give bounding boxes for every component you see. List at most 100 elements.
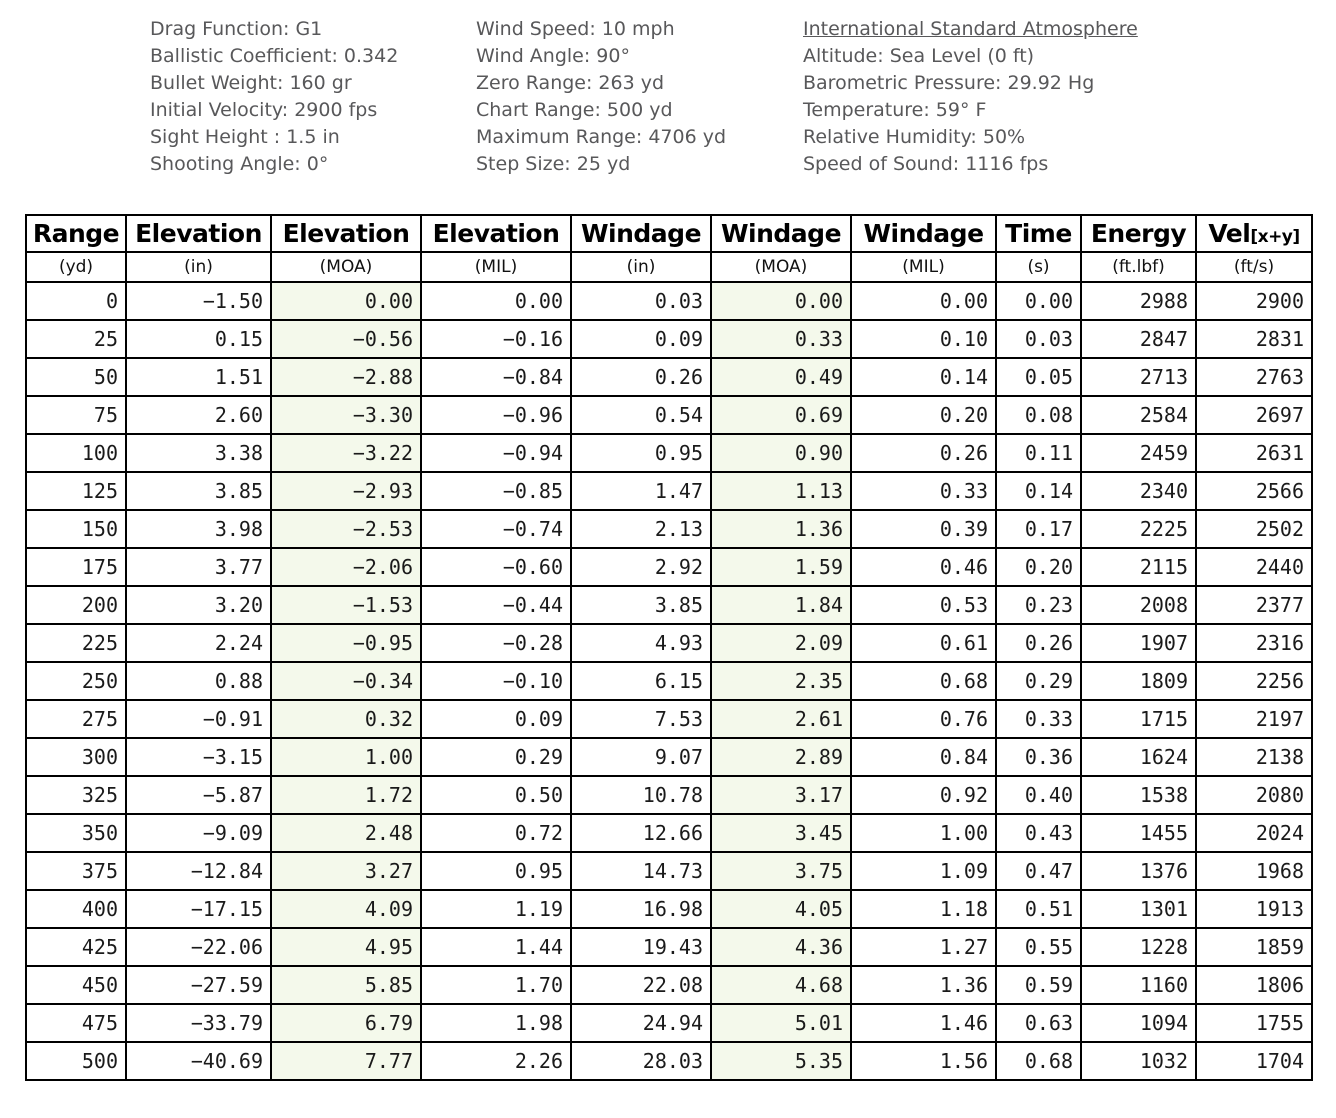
cell-energy: 1376 [1080, 851, 1197, 891]
cell-windage-moa: 1.59 [710, 547, 852, 587]
cell-time: 0.14 [995, 471, 1082, 511]
cell-elevation-moa: 7.77 [270, 1041, 422, 1081]
cell-windage-moa: 4.36 [710, 927, 852, 967]
info-line: Drag Function: G1 [150, 18, 323, 40]
column-header-elevation-mil: Elevation [420, 214, 572, 253]
cell-windage-in: 24.94 [570, 1003, 712, 1043]
cell-elevation-in: 0.88 [125, 661, 272, 701]
cell-windage-moa: 5.35 [710, 1041, 852, 1081]
table-row: 375 −12.84 3.27 0.95 14.73 3.75 1.09 0.47 1376 19… [25, 851, 1313, 891]
cell-elevation-mil: −0.85 [420, 471, 572, 511]
cell-energy: 2340 [1080, 471, 1197, 511]
cell-windage-in: 22.08 [570, 965, 712, 1005]
cell-windage-in: 14.73 [570, 851, 712, 891]
cell-elevation-mil: 0.29 [420, 737, 572, 777]
cell-velocity: 2631 [1195, 433, 1313, 473]
cell-windage-moa: 4.68 [710, 965, 852, 1005]
cell-energy: 1301 [1080, 889, 1197, 929]
column-unit-elevation-mil: (MIL) [420, 251, 572, 283]
cell-elevation-in: −3.15 [125, 737, 272, 777]
column-unit-velocity: (ft/s) [1195, 251, 1313, 283]
cell-elevation-in: −9.09 [125, 813, 272, 853]
cell-elevation-mil: −0.74 [420, 509, 572, 549]
cell-elevation-moa: −2.06 [270, 547, 422, 587]
cell-elevation-mil: −0.28 [420, 623, 572, 663]
atmosphere-parameters-column: International Standard Atmosphere Altitud… [803, 16, 1138, 178]
cell-windage-mil: 0.26 [850, 433, 997, 473]
cell-elevation-mil: 0.00 [420, 281, 572, 321]
info-line: Maximum Range: 4706 yd [476, 126, 727, 148]
cell-elevation-mil: 2.26 [420, 1041, 572, 1081]
cell-windage-mil: 0.53 [850, 585, 997, 625]
cell-windage-mil: 1.09 [850, 851, 997, 891]
cell-windage-in: 2.92 [570, 547, 712, 587]
cell-elevation-moa: −3.30 [270, 395, 422, 435]
cell-elevation-mil: 0.95 [420, 851, 572, 891]
table-header-row: Range Elevation Elevation Elevation Windage W… [25, 214, 1313, 253]
info-line: Zero Range: 263 yd [476, 72, 665, 94]
cell-velocity: 1755 [1195, 1003, 1313, 1043]
cell-elevation-mil: −0.96 [420, 395, 572, 435]
cell-windage-in: 0.03 [570, 281, 712, 321]
info-line: Bullet Weight: 160 gr [150, 72, 352, 94]
cell-elevation-mil: −0.16 [420, 319, 572, 359]
cell-elevation-in: −22.06 [125, 927, 272, 967]
info-line: Initial Velocity: 2900 fps [150, 99, 378, 121]
column-unit-elevation-in: (in) [125, 251, 272, 283]
cell-elevation-moa: 1.00 [270, 737, 422, 777]
cell-windage-mil: 1.00 [850, 813, 997, 853]
cell-windage-in: 0.26 [570, 357, 712, 397]
cell-energy: 1228 [1080, 927, 1197, 967]
cell-time: 0.05 [995, 357, 1082, 397]
table-body: 0 −1.50 0.00 0.00 0.03 0.00 0.00 0.00 2988 2900 25… [25, 281, 1313, 1081]
table-row: 200 3.20 −1.53 −0.44 3.85 1.84 0.53 0.23 2008 237… [25, 585, 1313, 625]
cell-windage-mil: 1.27 [850, 927, 997, 967]
cell-range: 350 [25, 813, 127, 853]
cell-elevation-moa: 5.85 [270, 965, 422, 1005]
info-line: International Standard Atmosphere [803, 18, 1138, 40]
cell-windage-mil: 0.92 [850, 775, 997, 815]
cell-range: 400 [25, 889, 127, 929]
cell-elevation-in: −17.15 [125, 889, 272, 929]
cell-velocity: 1859 [1195, 927, 1313, 967]
info-line: Step Size: 25 yd [476, 153, 631, 175]
cell-range: 250 [25, 661, 127, 701]
cell-elevation-moa: −0.95 [270, 623, 422, 663]
cell-energy: 2008 [1080, 585, 1197, 625]
cell-windage-moa: 1.13 [710, 471, 852, 511]
cell-elevation-mil: −0.84 [420, 357, 572, 397]
cell-velocity: 2080 [1195, 775, 1313, 815]
cell-range: 200 [25, 585, 127, 625]
cell-windage-in: 1.47 [570, 471, 712, 511]
cell-time: 0.63 [995, 1003, 1082, 1043]
cell-time: 0.40 [995, 775, 1082, 815]
load-parameters-block: Drag Function: G1 Ballistic Coefficient: … [150, 16, 1336, 178]
cell-velocity: 1704 [1195, 1041, 1313, 1081]
column-header-windage-moa: Windage [710, 214, 852, 253]
cell-velocity: 2502 [1195, 509, 1313, 549]
cell-energy: 1455 [1080, 813, 1197, 853]
cell-time: 0.29 [995, 661, 1082, 701]
cell-range: 125 [25, 471, 127, 511]
cell-elevation-mil: 1.44 [420, 927, 572, 967]
info-line: Sight Height : 1.5 in [150, 126, 340, 148]
column-header-time: Time [995, 214, 1082, 253]
cell-time: 0.17 [995, 509, 1082, 549]
cell-elevation-in: 3.77 [125, 547, 272, 587]
cell-windage-mil: 0.46 [850, 547, 997, 587]
cell-time: 0.11 [995, 433, 1082, 473]
cell-range: 50 [25, 357, 127, 397]
table-row: 250 0.88 −0.34 −0.10 6.15 2.35 0.68 0.29 1809 225… [25, 661, 1313, 701]
table-row: 275 −0.91 0.32 0.09 7.53 2.61 0.76 0.33 1715 2197 [25, 699, 1313, 739]
cell-windage-moa: 2.89 [710, 737, 852, 777]
column-unit-windage-mil: (MIL) [850, 251, 997, 283]
cell-windage-mil: 0.84 [850, 737, 997, 777]
cell-windage-in: 0.95 [570, 433, 712, 473]
info-line: Barometric Pressure: 29.92 Hg [803, 72, 1095, 94]
cell-windage-mil: 0.20 [850, 395, 997, 435]
cell-range: 175 [25, 547, 127, 587]
cell-velocity: 1913 [1195, 889, 1313, 929]
cell-elevation-in: 2.24 [125, 623, 272, 663]
cell-time: 0.47 [995, 851, 1082, 891]
cell-windage-moa: 1.36 [710, 509, 852, 549]
